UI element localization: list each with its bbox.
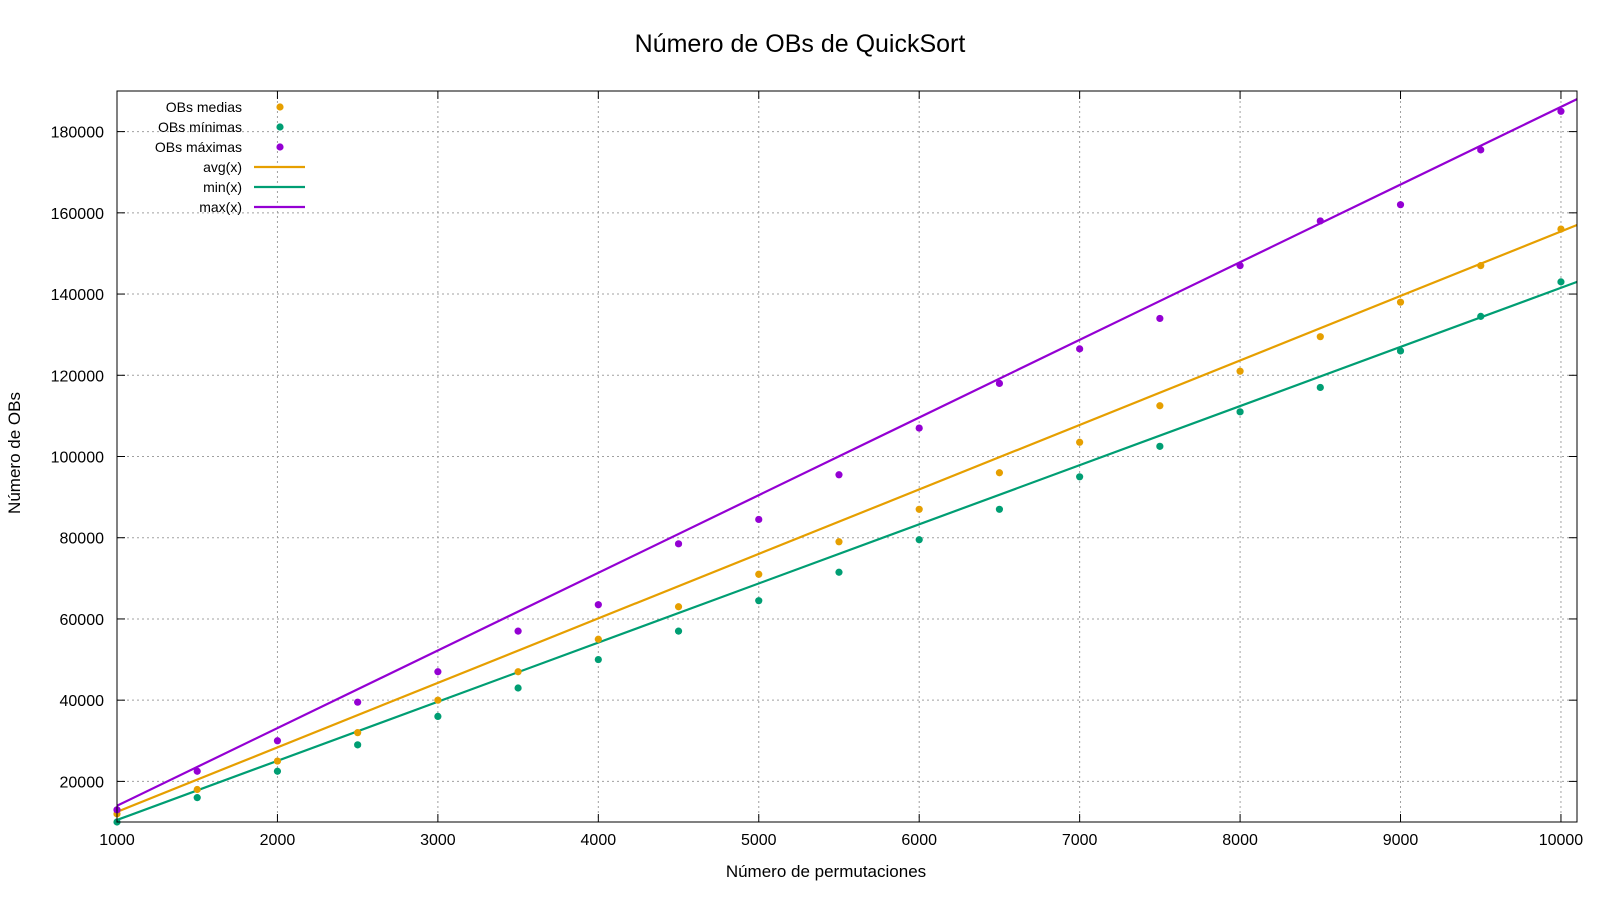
- point-obs-medias: [1156, 402, 1164, 410]
- fit-lines: [116, 98, 1578, 822]
- point-obs-medias: [674, 603, 683, 611]
- y-axis-label: Número de OBs: [5, 392, 24, 514]
- x-tick-label: 5000: [741, 832, 777, 849]
- data-points: [113, 107, 1565, 826]
- point-obs-maximas: [594, 601, 602, 609]
- point-obs-minimas: [354, 741, 362, 749]
- y-tick-label: 60000: [60, 612, 105, 629]
- x-tick-label: 10000: [1539, 832, 1584, 849]
- point-obs-maximas: [1477, 146, 1485, 154]
- x-tick-label: 6000: [901, 832, 937, 849]
- point-obs-maximas: [273, 737, 282, 745]
- line-max-x: [116, 98, 1578, 807]
- y-tick-label: 140000: [51, 287, 104, 304]
- point-obs-maximas: [1396, 201, 1405, 209]
- point-obs-medias: [1076, 438, 1084, 446]
- x-tick-label: 8000: [1222, 832, 1258, 849]
- point-obs-minimas: [835, 568, 843, 576]
- legend-label-min-x: min(x): [203, 179, 242, 195]
- point-obs-medias: [1477, 262, 1485, 270]
- point-obs-medias: [273, 757, 282, 765]
- point-obs-maximas: [835, 471, 843, 479]
- legend-swatch-obs-minimas: [276, 123, 284, 131]
- point-obs-medias: [514, 668, 522, 676]
- y-tick-label: 100000: [51, 450, 104, 467]
- point-obs-medias: [1396, 298, 1405, 306]
- point-obs-minimas: [995, 505, 1004, 513]
- point-obs-maximas: [1156, 314, 1164, 323]
- point-obs-minimas: [1477, 312, 1485, 320]
- legend-label-max-x: max(x): [199, 199, 242, 215]
- point-obs-maximas: [434, 668, 442, 676]
- legend-label-obs-minimas: OBs mínimas: [158, 119, 242, 135]
- point-obs-minimas: [1236, 408, 1244, 416]
- line-min-x: [116, 280, 1578, 822]
- x-tick-label: 9000: [1383, 832, 1419, 849]
- point-obs-medias: [434, 696, 442, 704]
- point-obs-medias: [354, 729, 362, 737]
- point-obs-maximas: [915, 424, 923, 432]
- point-obs-medias: [1316, 333, 1324, 341]
- point-obs-maximas: [674, 540, 683, 548]
- x-tick-label: 2000: [260, 832, 296, 849]
- y-tick-label: 120000: [51, 368, 104, 385]
- point-obs-maximas: [354, 698, 362, 706]
- point-obs-maximas: [514, 627, 522, 635]
- x-tick-label: 3000: [420, 832, 456, 849]
- point-obs-minimas: [193, 794, 201, 802]
- y-tick-label: 180000: [51, 125, 104, 142]
- legend-label-obs-maximas: OBs máximas: [155, 139, 242, 155]
- point-obs-medias: [995, 469, 1004, 477]
- point-obs-minimas: [514, 684, 522, 692]
- legend: OBs medias OBs mínimas OBs máximas avg(x) mi…: [155, 99, 305, 215]
- legend-swatch-obs-medias: [276, 103, 284, 111]
- point-obs-minimas: [1076, 473, 1084, 481]
- point-obs-medias: [835, 538, 843, 546]
- point-obs-minimas: [1316, 383, 1324, 392]
- grid: [116, 91, 1577, 822]
- point-obs-minimas: [1396, 347, 1405, 355]
- axis-ticks: 1000 2000 3000 4000 5000 6000 7000 8000 9000 1000…: [51, 91, 1584, 849]
- point-obs-minimas: [1156, 442, 1164, 450]
- point-obs-minimas: [1557, 278, 1565, 286]
- y-tick-label: 40000: [60, 693, 105, 710]
- point-obs-maximas: [1236, 262, 1244, 270]
- point-obs-maximas: [1076, 345, 1084, 353]
- point-obs-minimas: [755, 597, 763, 605]
- line-avg-x: [116, 223, 1578, 813]
- legend-label-avg-x: avg(x): [203, 159, 242, 175]
- point-obs-maximas: [1557, 107, 1565, 115]
- chart-title: Número de OBs de QuickSort: [635, 30, 966, 58]
- y-tick-label: 20000: [60, 774, 105, 791]
- point-obs-medias: [915, 505, 923, 513]
- x-tick-label: 4000: [581, 832, 617, 849]
- point-obs-maximas: [755, 515, 763, 524]
- point-obs-minimas: [674, 627, 683, 635]
- y-tick-label: 80000: [60, 531, 105, 548]
- point-obs-minimas: [594, 655, 602, 664]
- legend-label-obs-medias: OBs medias: [166, 99, 242, 115]
- x-tick-label: 1000: [99, 832, 135, 849]
- x-axis-label: Número de permutaciones: [726, 862, 926, 881]
- point-obs-medias: [1236, 367, 1244, 375]
- point-obs-medias: [1557, 225, 1565, 233]
- point-obs-maximas: [193, 767, 201, 775]
- point-obs-medias: [594, 635, 602, 643]
- y-tick-label: 160000: [51, 206, 104, 223]
- x-tick-label: 7000: [1062, 832, 1098, 849]
- legend-swatch-obs-maximas: [276, 143, 284, 151]
- point-obs-medias: [193, 785, 201, 794]
- point-obs-minimas: [273, 767, 282, 775]
- point-obs-maximas: [995, 379, 1004, 387]
- point-obs-minimas: [915, 536, 923, 544]
- point-obs-minimas: [434, 712, 442, 721]
- point-obs-medias: [755, 570, 763, 578]
- point-obs-maximas: [1316, 217, 1324, 225]
